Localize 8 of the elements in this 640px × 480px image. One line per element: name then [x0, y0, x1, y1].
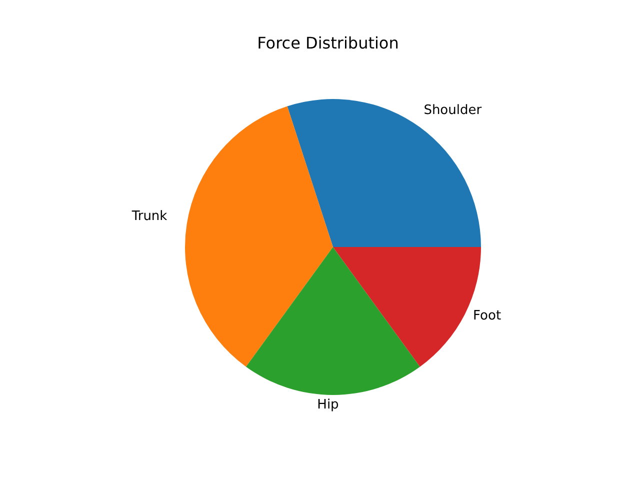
chart-title: Force Distribution	[257, 34, 399, 52]
slice-label: Foot	[473, 308, 502, 324]
pie-slice	[185, 106, 333, 367]
slice-label: Trunk	[130, 209, 168, 224]
slice-label: Shoulder	[424, 102, 482, 118]
pie-slice	[246, 247, 420, 395]
slice-label: Hip	[317, 397, 339, 412]
pie-slice	[287, 99, 481, 247]
